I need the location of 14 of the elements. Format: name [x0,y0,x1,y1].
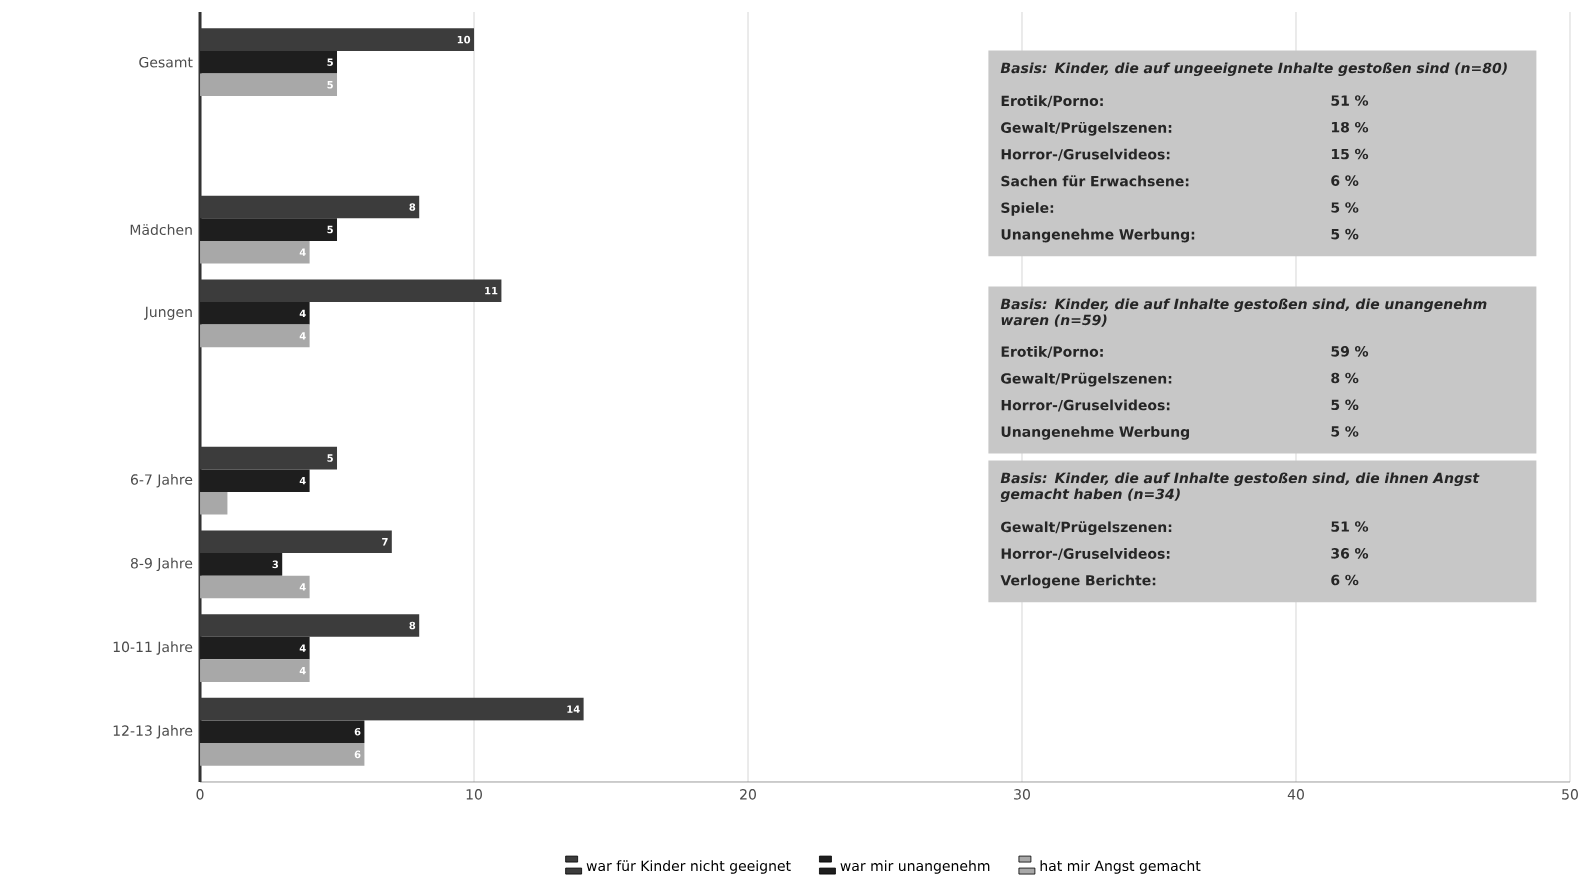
bar [200,218,338,241]
bar [200,240,310,264]
bar [200,636,310,660]
bar [200,73,338,97]
bar [200,324,310,348]
bar [200,469,310,492]
bar [200,491,228,515]
bar [200,50,338,74]
bar [200,575,310,599]
bar [200,659,310,682]
bar [200,743,365,766]
bar [200,720,365,744]
bar [200,553,283,576]
bar [200,302,310,325]
